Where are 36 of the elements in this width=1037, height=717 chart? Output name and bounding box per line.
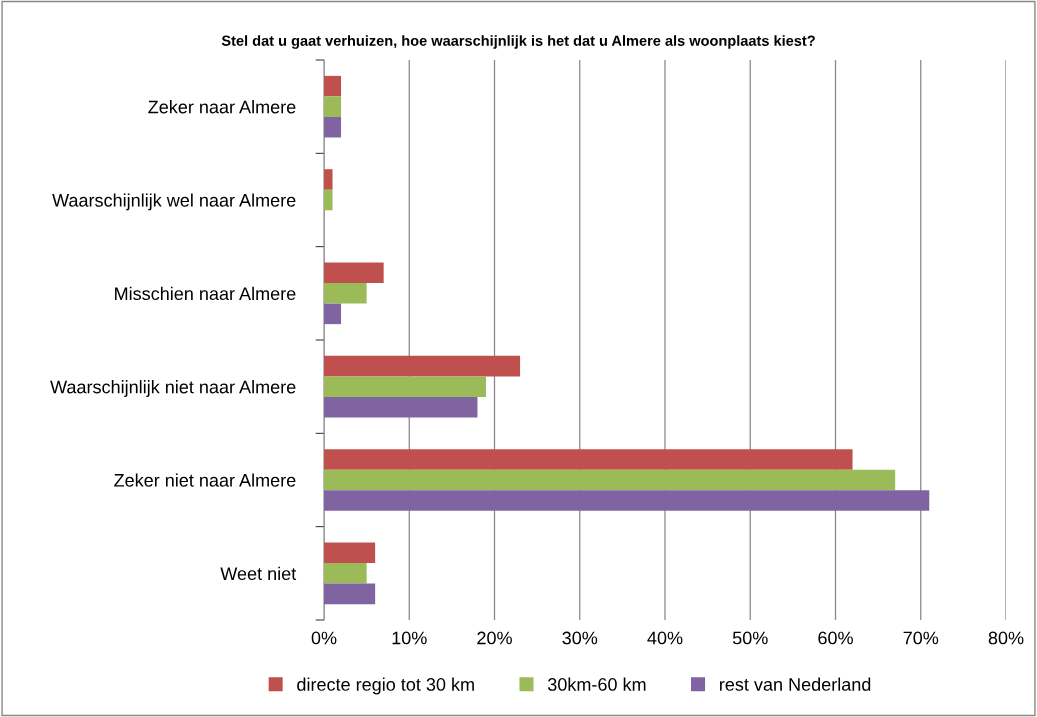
x-tick-label: 70% bbox=[903, 631, 939, 645]
bar bbox=[324, 96, 342, 117]
bar bbox=[324, 449, 853, 470]
bar bbox=[324, 75, 342, 97]
bar bbox=[324, 355, 521, 377]
bar bbox=[324, 376, 486, 397]
x-tick-label: 50% bbox=[732, 631, 768, 645]
x-tick-label: 80% bbox=[988, 631, 1024, 645]
chart-title: Stel dat u gaat verhuizen, hoe waarschijnlijk is het dat u Almere als woonplaats kiest? bbox=[221, 35, 815, 49]
x-tick-label: 10% bbox=[392, 631, 427, 645]
legend-label: 30km-60 km bbox=[547, 677, 646, 691]
bar bbox=[324, 583, 376, 605]
y-tick-label: Waarschijnlijk niet naar Almere bbox=[50, 380, 296, 397]
bar bbox=[324, 283, 367, 304]
bar bbox=[324, 169, 333, 190]
legend-label: rest van Nederland bbox=[720, 677, 871, 691]
y-tick-label: Zeker naar Almere bbox=[148, 100, 296, 114]
y-tick-label: Zeker niet naar Almere bbox=[114, 473, 296, 487]
bar bbox=[324, 116, 342, 138]
bar bbox=[324, 490, 930, 511]
x-tick-label: 20% bbox=[477, 631, 512, 645]
bar bbox=[324, 303, 342, 325]
x-tick-label: 0% bbox=[311, 631, 337, 645]
bar bbox=[324, 563, 367, 584]
legend-label: directe regio tot 30 km bbox=[297, 677, 474, 695]
bar bbox=[324, 189, 333, 211]
y-tick-label: Weet niet bbox=[220, 566, 297, 581]
x-tick-label: 30% bbox=[562, 631, 598, 645]
bar bbox=[324, 396, 478, 418]
bar bbox=[324, 542, 376, 564]
y-tick-label: Misschien naar Almere bbox=[115, 286, 296, 301]
y-tick-label: Waarschijnlijk wel naar Almere bbox=[52, 193, 296, 211]
x-tick-label: 40% bbox=[647, 631, 683, 645]
x-tick-label: 60% bbox=[818, 631, 853, 645]
bar bbox=[324, 262, 384, 284]
bar bbox=[324, 469, 896, 491]
